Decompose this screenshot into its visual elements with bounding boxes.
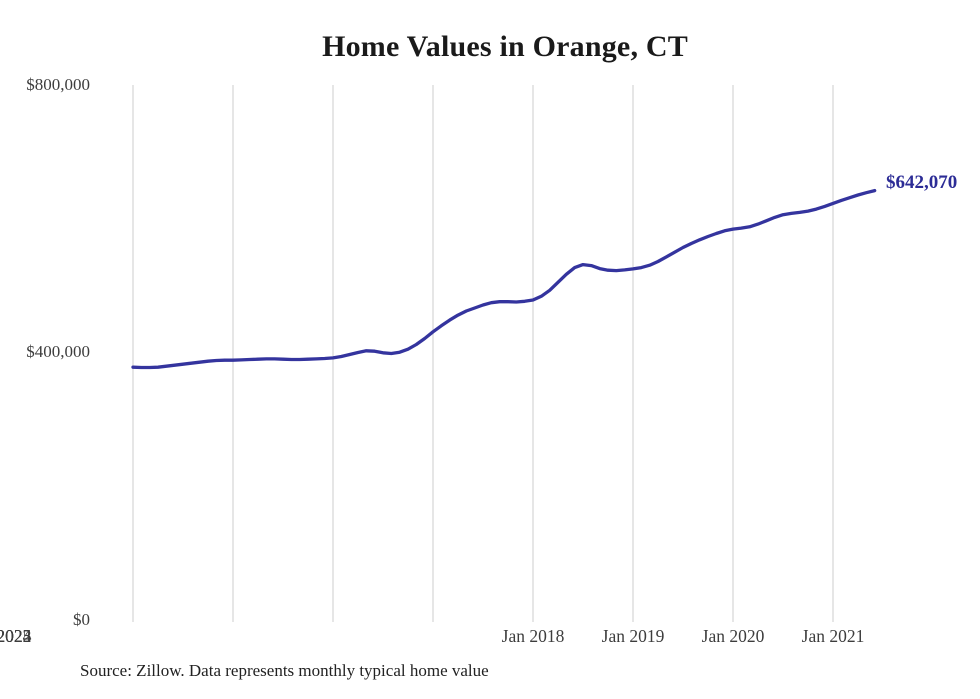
home-value-line — [131, 188, 877, 370]
x-axis-tick-2018: Jan 2018 — [501, 626, 565, 646]
x-axis-tick-2023: Jan 2023 — [0, 626, 32, 646]
latest-value-label: $642,070 — [886, 172, 958, 193]
x-axis-tick-2020: Jan 2020 — [701, 626, 765, 646]
x-axis-tick-2022: Jan 2022 — [0, 626, 32, 646]
y-axis-tick-0: $0 — [73, 610, 90, 629]
chart-title: Home Values in Orange, CT — [322, 30, 688, 63]
x-axis-tick-2024: Jan 2024 — [0, 626, 32, 646]
x-axis-tick-2021: Jan 2021 — [801, 626, 865, 646]
source-attribution: Source: Zillow. Data represents monthly … — [80, 661, 489, 680]
x-axis-tick-2025: Jan 2025 — [0, 626, 32, 646]
vertical-gridlines — [132, 85, 834, 622]
x-axis-tick-2019: Jan 2019 — [601, 626, 665, 646]
y-axis-tick-400k: $400,000 — [26, 342, 90, 361]
y-axis-tick-800k: $800,000 — [26, 75, 90, 94]
